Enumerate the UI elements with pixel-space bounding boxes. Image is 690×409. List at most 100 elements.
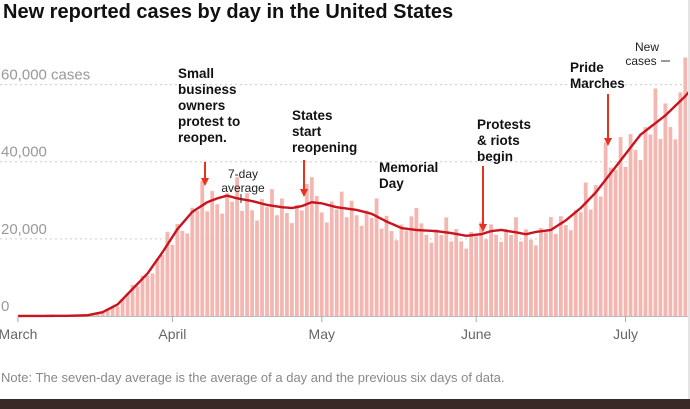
annotation-text-small-business: Small business owners protest to reopen. [178, 66, 240, 145]
bar-day-43 [230, 201, 235, 316]
bar-day-117 [598, 196, 603, 316]
bar-day-25 [140, 275, 145, 316]
bar-day-50 [265, 207, 269, 316]
annotation-line-pride-1: Marches [570, 76, 625, 91]
bar-day-55 [290, 223, 294, 316]
y-tick-20000: 20,000 [1, 221, 47, 238]
bar-day-22 [125, 294, 130, 316]
bar-day-80 [414, 208, 419, 316]
bar-day-48 [255, 220, 259, 316]
bar-day-39 [210, 191, 215, 316]
bar-day-69 [359, 225, 364, 316]
y-tick-40000: 40,000 [1, 144, 47, 161]
bar-day-68 [354, 215, 359, 316]
bar-day-66 [344, 217, 349, 316]
annotation-line-states-reopening-1: start [292, 124, 322, 139]
bar-day-35 [190, 207, 195, 316]
annotation-line-small-business-3: protest to [178, 114, 240, 129]
annotation-line-memorial-day-1: Day [379, 176, 404, 191]
bar-day-116 [593, 185, 598, 316]
bar-day-115 [588, 209, 593, 316]
bar-day-60 [314, 196, 319, 316]
x-tick-may: May [309, 326, 335, 342]
bar-day-86 [444, 217, 449, 316]
bar-day-17 [100, 312, 105, 316]
bar-day-33 [180, 230, 185, 316]
bar-day-46 [245, 193, 249, 316]
bar-day-125 [638, 160, 643, 316]
bar-day-83 [429, 242, 434, 316]
x-tick-march: March [0, 326, 37, 342]
annotation-text-pride: Pride Marches [570, 60, 625, 91]
bar-day-54 [285, 213, 289, 316]
bar-day-84 [434, 229, 439, 316]
bar-day-105 [539, 227, 543, 316]
bar-day-37 [200, 181, 205, 316]
annotation-memorial-day: Memorial Day [379, 160, 438, 191]
bar-day-107 [548, 217, 553, 316]
x-tick-labels: March April May June July [0, 316, 638, 342]
bar-day-58 [304, 184, 309, 316]
bar-day-29 [160, 254, 165, 316]
bar-day-101 [519, 241, 523, 316]
bar-day-128 [653, 88, 658, 316]
bar-day-38 [205, 211, 210, 316]
bar-day-120 [613, 169, 618, 316]
bar-day-49 [260, 199, 264, 316]
cases-chart: New reported cases by day in the United … [0, 1, 690, 385]
x-tick-july: July [613, 326, 638, 342]
annotation-text-states-reopening: States start reopening [292, 108, 357, 155]
chart-note: Note: The seven-day average is the avera… [1, 370, 504, 385]
bar-day-19 [110, 307, 115, 316]
bar-day-132 [673, 139, 678, 316]
bar-day-77 [399, 224, 404, 316]
bar-day-41 [220, 213, 225, 316]
bar-day-87 [449, 241, 454, 316]
bar-day-79 [409, 216, 414, 316]
bar-day-62 [324, 222, 329, 316]
bar-day-52 [275, 215, 279, 316]
bar-day-71 [369, 217, 374, 316]
bar-day-61 [319, 212, 324, 316]
bar-day-57 [299, 210, 304, 316]
bar-day-106 [543, 232, 548, 316]
bar-day-114 [583, 182, 588, 316]
bar-day-94 [484, 239, 489, 316]
annotation-line-small-business-2: owners [178, 98, 225, 113]
bar-day-75 [389, 231, 394, 316]
bar-day-98 [504, 229, 508, 316]
annotation-line-memorial-day-0: Memorial [379, 160, 438, 175]
bar-day-28 [155, 258, 160, 316]
bar-day-118 [603, 142, 608, 316]
y-tick-labels: 0 20,000 40,000 60,000 cases [1, 67, 90, 315]
bar-day-111 [568, 230, 573, 316]
bar-day-42 [225, 193, 230, 316]
avg-label: 7-day average [221, 167, 265, 195]
bar-day-129 [658, 138, 663, 316]
bar-day-78 [404, 230, 409, 316]
bar-day-64 [334, 209, 339, 316]
bar-day-20 [115, 306, 120, 316]
bar-day-51 [270, 189, 274, 316]
bar-day-45 [240, 210, 244, 316]
bar-day-91 [469, 232, 474, 316]
bar-day-130 [663, 103, 668, 316]
bar-day-21 [120, 298, 125, 316]
x-tick-june: June [461, 326, 492, 342]
bar-day-123 [628, 134, 633, 316]
bar-day-93 [479, 221, 484, 316]
annotation-line-small-business-4: reopen. [178, 130, 227, 145]
bar-day-112 [573, 210, 578, 316]
bar-day-27 [150, 273, 155, 316]
annotation-line-pride-0: Pride [570, 60, 604, 75]
annotation-small-business: Small business owners protest to reopen. [178, 66, 240, 186]
bottom-toolbar-strip [0, 399, 690, 409]
y-tick-0: 0 [1, 298, 9, 315]
bar-day-92 [474, 236, 479, 316]
y-tick-60000: 60,000 cases [1, 67, 90, 84]
bar-day-76 [394, 240, 399, 316]
bar-day-109 [558, 216, 563, 316]
annotation-text-protests: Protests & riots begin [477, 117, 531, 164]
bar-day-82 [424, 234, 429, 316]
annotation-pride: Pride Marches [570, 60, 625, 146]
